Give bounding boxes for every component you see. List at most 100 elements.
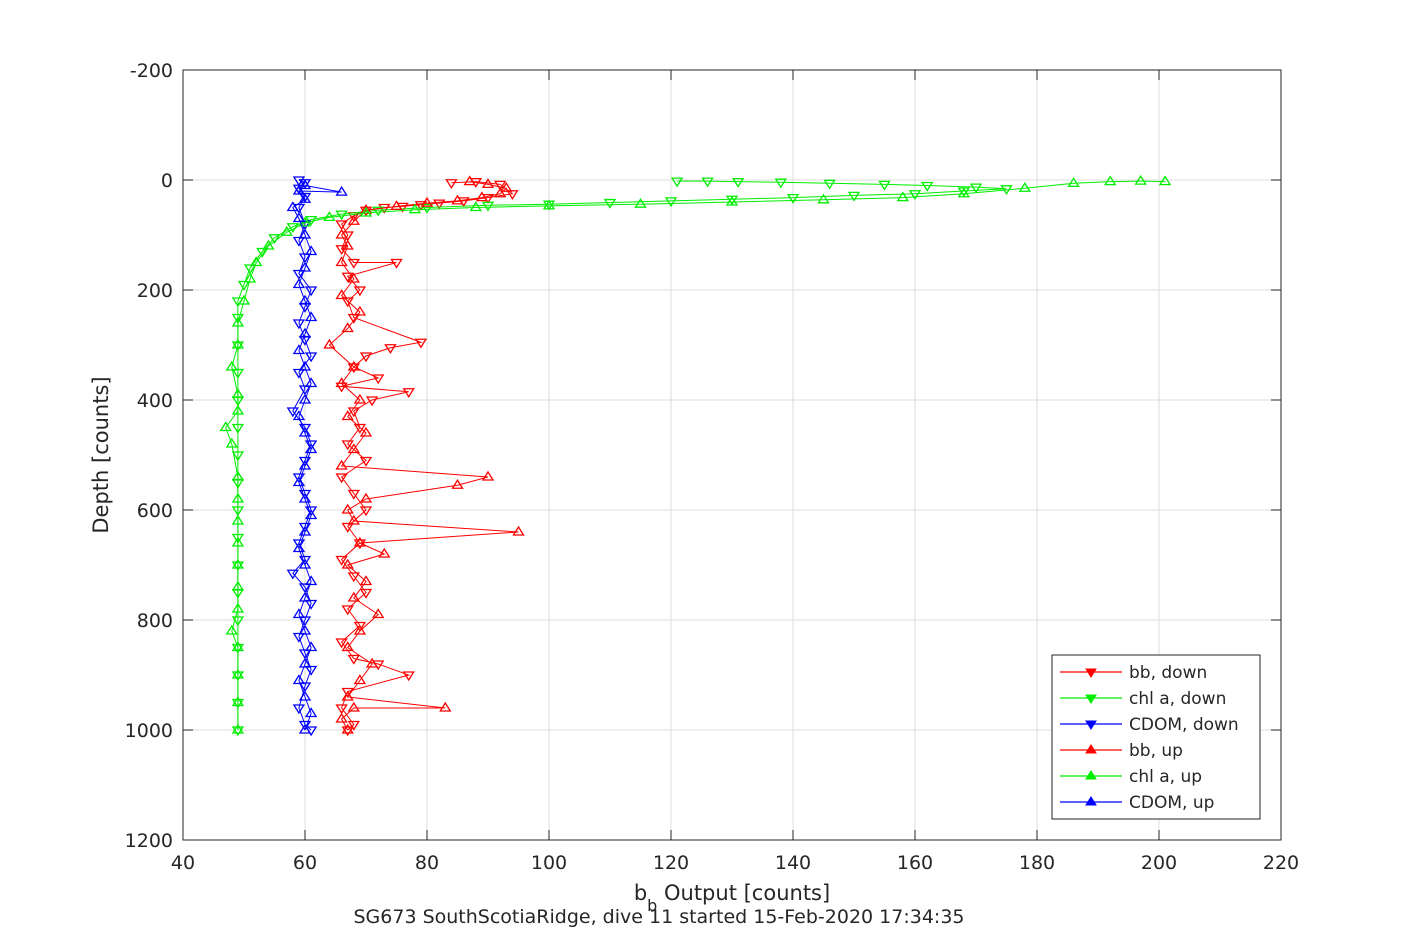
data-point [231,470,245,481]
data-point [231,616,245,627]
data-point [298,489,312,500]
data-point [231,696,245,707]
data-point [304,286,318,297]
data-point [298,616,312,627]
data-point [298,459,312,470]
data-point [957,187,970,198]
data-point [408,203,421,214]
x-tick-label: 120 [653,852,689,874]
data-point [353,536,367,547]
data-point [402,671,415,682]
data-point [341,322,354,333]
data-point [298,522,312,533]
plot-area-frame [182,69,1282,841]
data-point [304,599,318,610]
data-point [231,723,245,734]
data-point [298,690,312,701]
data-point [335,228,348,239]
data-point [237,280,251,291]
data-point [921,181,934,192]
series-line [328,181,519,731]
data-point [347,701,360,712]
legend: bb, down chl a, down CDOM, down bb, up chl a… [1051,654,1261,820]
data-point [292,476,306,487]
data-point [347,443,360,454]
data-point [353,624,367,635]
data-point [335,289,348,300]
data-point [445,179,458,189]
data-point [353,286,367,297]
data-point [335,377,348,388]
data-point [298,228,312,239]
data-point [335,256,348,267]
data-point [298,591,312,602]
data-point [341,410,354,421]
data-point [451,194,464,205]
data-point [359,588,373,599]
data-point [292,632,306,643]
data-point [292,344,306,355]
data-point [304,443,318,454]
data-point [231,451,245,462]
axis-ticks: 40 60 80 100 120 140 160 180 200 220 -200 0 200 400 60… [125,60,1299,874]
data-point [237,294,251,305]
data-point [341,641,354,652]
y-tick-label: 1000 [125,720,173,742]
data-point [335,473,348,484]
data-point [335,555,348,566]
data-point [359,575,373,586]
x-tick-label: 60 [293,852,317,874]
data-point [292,212,306,223]
data-point [372,206,385,217]
data-point [347,313,360,324]
data-point [286,569,299,580]
x-tick-label: 180 [1019,852,1055,874]
data-point [341,272,354,283]
data-point [542,199,556,210]
data-point [420,203,434,214]
data-point [359,506,373,517]
y-tick-label: 400 [137,390,173,412]
legend-swatch-marker [1085,796,1097,806]
data-point [298,261,312,272]
data-point [298,624,312,635]
data-point [298,327,312,338]
data-point [341,522,354,533]
data-point [304,377,318,388]
data-point [298,393,312,404]
y-tick-label: 1200 [125,830,173,852]
data-point [292,410,306,421]
data-point [231,536,245,547]
y-tick-label: 200 [137,280,173,302]
series-line [225,180,1166,730]
data-point [390,200,403,211]
legend-box [1051,654,1261,820]
legend-label: CDOM, down [1129,715,1239,735]
series-line [292,185,342,731]
data-point [262,239,275,250]
data-point [231,514,245,525]
data-point [335,185,348,196]
legend-label: chl a, down [1129,689,1226,709]
data-point [359,206,373,217]
data-point [341,605,354,616]
data-point [231,641,245,652]
data-point [292,368,306,379]
x-axis-label-subscript: b [647,896,657,915]
data-point [243,272,257,283]
data-point [347,272,360,283]
data-point [231,368,245,379]
data-point [298,220,312,231]
data-point [347,654,360,665]
data-point [475,191,489,202]
y-tick-label: 600 [137,500,173,522]
data-point [1104,175,1117,186]
data-point [231,404,245,415]
data-point [268,234,281,244]
data-point [481,470,495,481]
data-point [347,215,360,225]
data-point [231,602,245,613]
data-point [347,720,360,731]
data-point [231,338,245,349]
data-point [603,198,617,209]
